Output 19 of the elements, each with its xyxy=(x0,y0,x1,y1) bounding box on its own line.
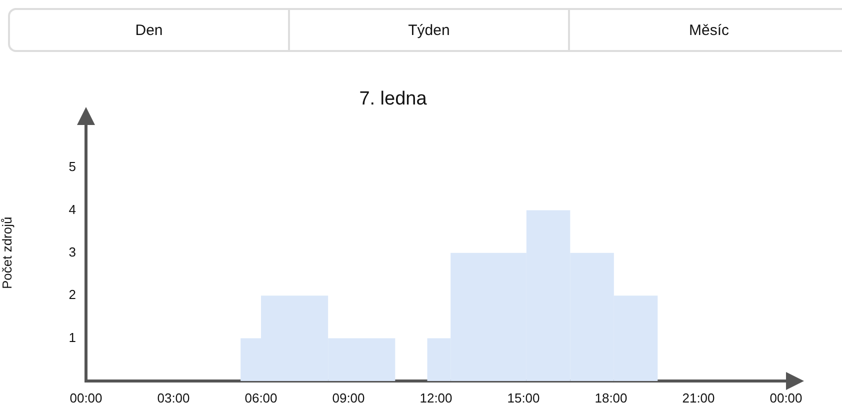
x-tick-label: 03:00 xyxy=(157,390,190,406)
x-tick-label: 18:00 xyxy=(594,390,628,406)
x-tick-label: 21:00 xyxy=(682,390,715,406)
x-tick-label: 09:00 xyxy=(332,390,365,406)
y-tick-label: 5 xyxy=(68,159,76,174)
x-tick-label: 00:00 xyxy=(770,390,802,406)
y-tick-label: 1 xyxy=(68,330,76,345)
text: Den xyxy=(134,20,164,40)
x-tick-label: 12:00 xyxy=(420,390,452,406)
text: Týden xyxy=(288,10,568,50)
x-tick-label: 00:00 xyxy=(70,390,102,406)
y-tick-label: 3 xyxy=(68,244,76,260)
y-tick-label: 2 xyxy=(68,287,76,302)
y-axis-title: Počet zdrojů xyxy=(0,216,14,290)
text: Měsíc xyxy=(568,10,842,50)
y-tick-label: 4 xyxy=(68,202,76,217)
x-tick-label: 15:00 xyxy=(507,390,540,406)
x-tick-label: 06:00 xyxy=(244,390,278,406)
chart-title: 7. ledna xyxy=(359,88,428,110)
